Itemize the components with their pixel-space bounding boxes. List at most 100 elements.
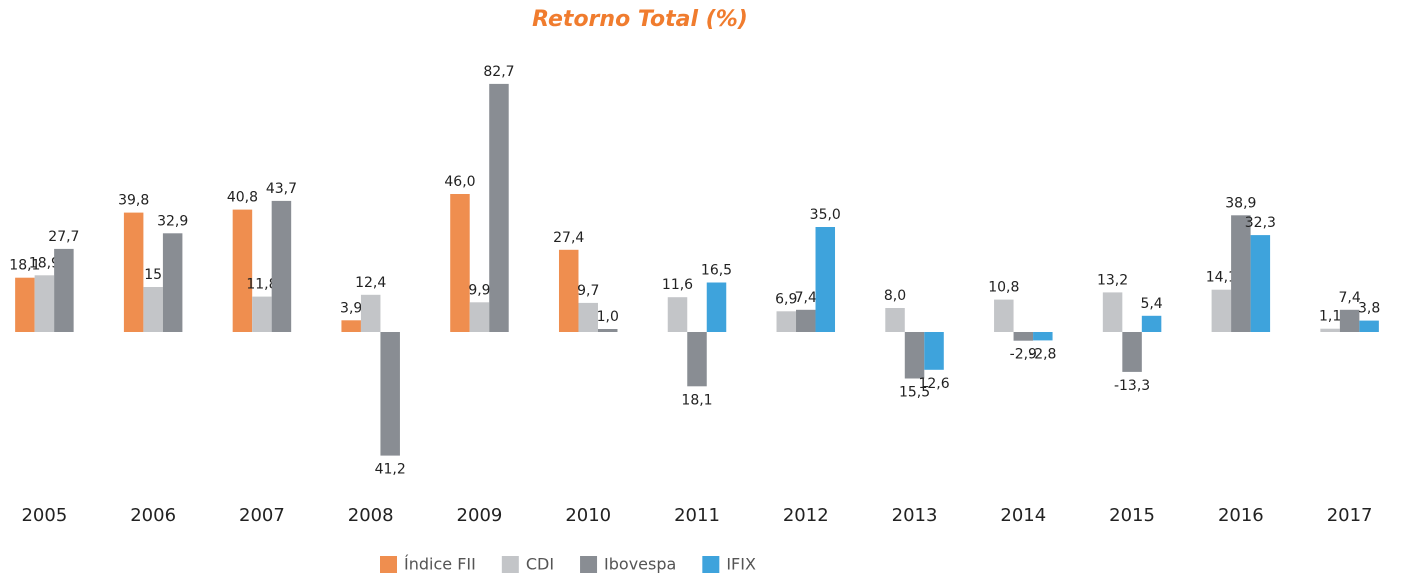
value-label: 18,1 [9,258,40,274]
value-label: 7,4 [795,290,817,306]
value-label: -2,8 [1029,346,1056,362]
value-label: 27,4 [553,230,584,246]
value-label: 46,0 [444,174,475,190]
bar [450,194,470,332]
bar [380,332,400,456]
bar [252,296,272,332]
value-label: 7,4 [1338,290,1360,306]
value-label: 6,9 [775,291,797,307]
x-tick-label: 2009 [457,505,503,526]
value-label: -13,3 [1114,378,1150,394]
value-label: 38,9 [1225,195,1256,211]
bar [469,302,490,332]
bar [123,212,144,332]
value-label: 16,5 [701,263,732,279]
value-label: 8,0 [884,288,906,304]
bar [54,248,74,332]
bar [667,297,688,332]
x-tick-label: 2008 [348,505,394,526]
bar [15,277,35,332]
value-label: 9,9 [468,282,490,298]
value-label: 27,7 [48,229,79,245]
value-label: 15,5 [899,385,930,401]
value-label: 32,9 [157,213,188,229]
value-label: 5,4 [1140,296,1162,312]
x-tick-label: 2015 [1109,505,1155,526]
bar [687,332,707,387]
bar [815,227,836,332]
value-label: 12,4 [355,275,386,291]
x-tick-label: 2006 [130,505,176,526]
bar [885,308,905,332]
bar [1102,292,1123,332]
bar [1141,315,1162,332]
bar [162,233,183,332]
bar [796,309,816,332]
legend-label: CDI [526,555,554,574]
value-label: 43,7 [266,181,297,197]
value-label: 13,2 [1097,272,1128,288]
bar [34,275,55,332]
legend-swatch [380,556,397,573]
x-tick-label: 2012 [783,505,829,526]
bar [578,302,598,332]
legend-swatch [501,556,519,573]
bar [1033,332,1053,341]
legend-label: IFIX [726,555,756,574]
legend-swatch [702,556,720,573]
bar [1231,215,1251,332]
value-label: 12,6 [918,376,949,392]
bar [558,249,579,332]
value-label: 1,0 [597,309,619,325]
value-label: 3,8 [1358,301,1380,317]
x-tick-label: 2010 [565,505,611,526]
bar [1250,235,1271,332]
bar [597,329,618,332]
value-label: 39,8 [118,193,149,209]
bar [341,320,361,332]
value-label: 11,8 [246,277,277,293]
x-tick-label: 2005 [21,505,67,526]
value-label: 9,7 [577,283,599,299]
chart-title: Retorno Total (%) [532,7,748,32]
x-tick-label: 2007 [239,505,285,526]
bar [143,287,163,332]
legend-swatch [580,556,598,573]
bar [1013,332,1034,341]
value-label: 32,3 [1245,215,1276,231]
legend-label: Ibovespa [604,555,676,574]
legend-label: Índice FII [404,555,476,574]
x-tick-label: 2016 [1218,505,1264,526]
value-label: 18,1 [681,392,712,408]
bar [1211,289,1232,332]
bar [232,209,253,332]
bar [1320,328,1340,332]
bar [360,294,381,332]
value-label: 10,8 [988,280,1019,296]
value-label: -2,9 [1010,347,1037,363]
value-label: 15 [144,267,162,283]
bar [776,311,797,332]
value-label: 3,9 [340,300,362,316]
x-tick-label: 2011 [674,505,720,526]
value-label: 14,1 [1206,270,1237,286]
bar [994,299,1014,332]
bar [1359,320,1379,332]
bar [904,332,925,379]
value-label: 41,2 [375,462,406,478]
bar [706,282,727,332]
value-label: 35,0 [810,207,841,223]
value-label: 40,8 [227,190,258,206]
bar [271,200,292,332]
value-label: 11,6 [662,277,693,293]
x-tick-label: 2017 [1327,505,1373,526]
x-tick-label: 2013 [892,505,938,526]
bar [924,332,944,370]
value-label: 82,7 [483,64,514,80]
bar [1339,309,1360,332]
bar [1122,332,1142,372]
value-label: 18,9 [29,255,60,271]
x-tick-label: 2014 [1000,505,1046,526]
bar [489,83,509,333]
